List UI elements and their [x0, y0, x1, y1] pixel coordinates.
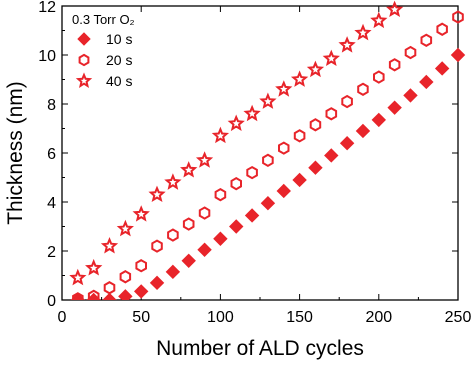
marker	[450, 47, 466, 63]
marker	[69, 268, 87, 286]
marker	[116, 219, 134, 237]
marker	[404, 45, 417, 60]
y-tick-label: 0	[47, 293, 56, 310]
marker	[132, 205, 150, 222]
marker	[357, 82, 369, 96]
marker	[324, 148, 339, 163]
marker	[388, 58, 401, 72]
marker	[308, 160, 323, 175]
marker	[182, 217, 195, 231]
marker	[85, 258, 103, 276]
y-axis-label: Thickness (nm)	[4, 81, 27, 225]
x-tick-label: 250	[445, 309, 472, 326]
marker	[276, 183, 291, 199]
x-tick-label: 200	[365, 309, 392, 326]
marker	[338, 36, 356, 53]
marker	[87, 289, 100, 300]
marker	[246, 165, 258, 180]
marker	[341, 94, 353, 109]
marker	[420, 33, 433, 47]
marker	[197, 242, 212, 257]
marker	[180, 161, 198, 178]
y-tick-label: 8	[47, 97, 56, 114]
y-tick-label: 12	[38, 0, 56, 16]
y-tick-label: 6	[47, 146, 56, 163]
marker	[230, 176, 242, 191]
marker	[387, 100, 402, 115]
marker	[103, 281, 116, 295]
marker	[436, 22, 448, 36]
marker	[102, 292, 117, 300]
marker	[325, 107, 338, 121]
marker	[229, 219, 244, 234]
marker	[118, 289, 133, 300]
marker	[181, 253, 196, 269]
marker	[148, 185, 166, 203]
marker	[355, 123, 371, 139]
marker	[434, 61, 450, 76]
legend-marker	[78, 53, 90, 67]
marker	[290, 70, 309, 87]
marker	[213, 231, 228, 246]
marker	[278, 141, 290, 155]
marker	[149, 275, 165, 291]
marker	[227, 114, 245, 132]
marker	[403, 88, 418, 103]
marker	[309, 118, 322, 132]
marker	[244, 208, 260, 223]
marker	[322, 49, 340, 66]
y-tick-label: 4	[47, 195, 56, 212]
marker	[211, 126, 230, 144]
marker	[165, 264, 181, 280]
marker	[262, 153, 274, 168]
marker	[259, 92, 277, 109]
marker	[198, 206, 211, 220]
marker	[151, 239, 163, 253]
marker	[354, 23, 372, 41]
x-tick-label: 100	[207, 309, 234, 326]
marker	[243, 104, 261, 122]
marker	[133, 284, 149, 299]
marker	[260, 196, 276, 211]
marker	[419, 74, 434, 90]
marker	[452, 10, 464, 24]
x-tick-label: 50	[132, 309, 150, 326]
x-tick-label: 0	[58, 309, 67, 326]
marker	[164, 173, 182, 190]
marker	[214, 187, 227, 202]
legend-label: 20 s	[106, 52, 132, 68]
marker	[275, 80, 293, 97]
marker	[339, 135, 355, 151]
marker	[371, 112, 387, 128]
marker	[195, 151, 214, 168]
legend-title: 0.3 Torr O₂	[72, 12, 135, 27]
legend-marker	[75, 72, 93, 89]
marker	[386, 0, 404, 18]
marker	[370, 11, 388, 29]
marker	[119, 270, 132, 284]
marker	[306, 60, 325, 78]
marker	[292, 172, 307, 188]
y-tick-label: 2	[47, 244, 56, 261]
marker	[293, 129, 306, 143]
marker	[167, 228, 179, 242]
plot-frame	[61, 5, 459, 301]
legend-label: 10 s	[106, 31, 132, 47]
marker	[72, 292, 84, 300]
x-tick-label: 150	[286, 309, 313, 326]
legend-label: 40 s	[106, 73, 132, 89]
marker	[373, 70, 385, 84]
y-tick-label: 10	[38, 48, 56, 65]
legend-marker	[77, 32, 91, 46]
marker	[100, 236, 119, 254]
x-axis-label: Number of ALD cycles	[156, 337, 364, 360]
marker	[135, 259, 147, 273]
